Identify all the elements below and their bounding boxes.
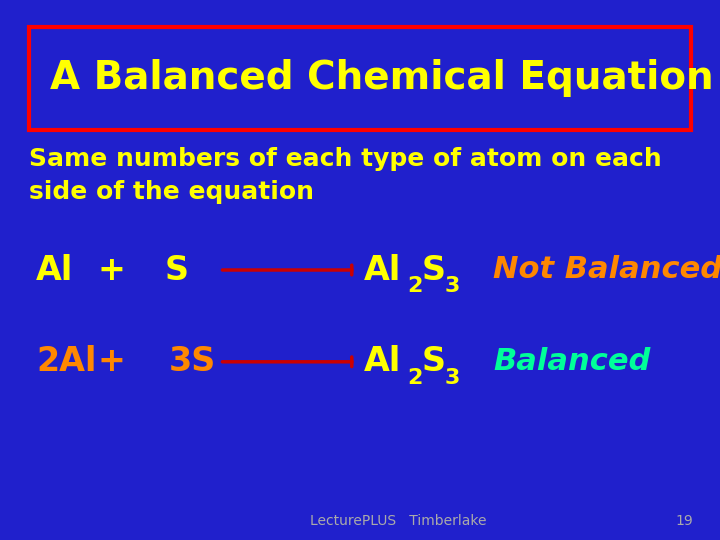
Text: 2: 2 [407, 368, 422, 388]
Text: 3: 3 [445, 368, 460, 388]
Text: 2Al: 2Al [36, 345, 96, 379]
Text: LecturePLUS   Timberlake: LecturePLUS Timberlake [310, 514, 486, 528]
Text: S: S [421, 345, 445, 379]
Text: 3S: 3S [169, 345, 217, 379]
Text: +: + [98, 345, 125, 379]
Text: 2: 2 [407, 276, 422, 296]
Text: Same numbers of each type of atom on each: Same numbers of each type of atom on eac… [29, 147, 662, 171]
Text: Al: Al [36, 253, 73, 287]
Text: S: S [164, 253, 189, 287]
Text: 3: 3 [445, 276, 460, 296]
FancyBboxPatch shape [29, 27, 691, 130]
Text: Not Balanced: Not Balanced [493, 255, 720, 285]
Text: Al: Al [364, 253, 401, 287]
Text: side of the equation: side of the equation [29, 180, 314, 204]
Text: A Balanced Chemical Equation: A Balanced Chemical Equation [50, 59, 714, 97]
Text: S: S [421, 253, 445, 287]
Text: 19: 19 [675, 514, 693, 528]
Text: Balanced: Balanced [493, 347, 651, 376]
Text: Al: Al [364, 345, 401, 379]
Text: +: + [98, 253, 125, 287]
